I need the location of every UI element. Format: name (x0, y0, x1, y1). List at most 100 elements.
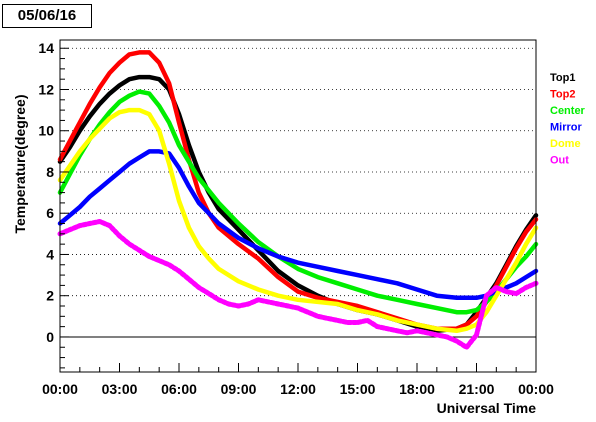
x-axis-label: Universal Time (437, 400, 537, 416)
data-point-out (335, 318, 340, 323)
y-tick-label: 2 (46, 288, 54, 304)
data-point-out (434, 332, 440, 338)
data-point-dome (435, 327, 439, 331)
data-point-center (68, 172, 72, 176)
data-point-top2 (197, 190, 201, 195)
data-point-out (117, 233, 122, 239)
data-point-out (513, 291, 519, 296)
series-layer (57, 50, 539, 350)
data-point-dome (464, 327, 469, 331)
data-point-dome (256, 287, 260, 292)
data-point-top2 (514, 246, 518, 250)
data-point-center (236, 221, 241, 226)
data-point-mirror (236, 236, 241, 240)
data-point-center (415, 302, 419, 306)
data-point-out (147, 254, 152, 259)
data-point-center (455, 310, 459, 314)
data-point-dome (455, 329, 459, 333)
data-point-center (197, 176, 201, 180)
data-point-dome (167, 162, 171, 166)
legend-entry-top1: Top1 (550, 72, 575, 84)
y-tick-label: 10 (38, 123, 54, 139)
y-axis-label: Temperature(degree) (12, 94, 28, 233)
data-point-center (316, 275, 320, 279)
data-point-top2 (236, 242, 241, 246)
data-point-out (206, 291, 211, 296)
data-point-dome (296, 298, 300, 302)
data-point-out (305, 309, 311, 315)
data-point-top2 (147, 50, 151, 54)
data-point-top1 (147, 75, 151, 79)
data-point-dome (137, 108, 141, 112)
data-point-top2 (355, 304, 360, 308)
data-point-out (295, 305, 301, 311)
data-point-dome (187, 226, 191, 230)
data-point-mirror (276, 254, 280, 259)
data-point-out (494, 285, 499, 290)
y-tick-label: 6 (46, 205, 54, 221)
data-point-top2 (117, 61, 122, 65)
x-tick-label: 00:00 (42, 381, 78, 397)
data-point-dome (484, 310, 489, 314)
series-line-center (57, 89, 539, 315)
data-point-center (117, 100, 122, 104)
data-point-out (176, 268, 182, 274)
data-point-mirror (78, 205, 82, 209)
axis-ticks: 0 2 4 6 8 10 12 14 00:00 03:00 06:00 09:00 12:00 15:0… (38, 40, 554, 397)
data-point-out (464, 345, 469, 350)
data-point-out (325, 316, 330, 321)
x-tick-label: 00:00 (518, 381, 554, 397)
data-point-center (167, 120, 171, 125)
data-point-dome (117, 110, 122, 114)
data-point-top1 (78, 129, 82, 133)
data-point-center (107, 110, 112, 114)
data-point-mirror (107, 178, 112, 182)
data-point-out (67, 227, 73, 232)
data-point-out (236, 303, 241, 309)
data-point-mirror (504, 285, 508, 290)
data-point-mirror (177, 166, 181, 170)
data-point-center (177, 143, 181, 147)
data-point-out (97, 219, 102, 224)
data-point-out (87, 221, 92, 226)
data-point-dome (68, 164, 72, 168)
y-tick-label: 8 (46, 164, 54, 180)
data-point-dome (98, 127, 102, 131)
data-point-top1 (107, 92, 112, 96)
data-point-mirror (117, 170, 122, 174)
data-point-mirror (355, 273, 360, 277)
data-point-mirror (127, 162, 132, 166)
data-point-out (315, 314, 321, 319)
data-point-dome (157, 129, 161, 133)
data-point-out (394, 328, 400, 333)
data-point-out (375, 324, 380, 329)
data-point-out (107, 223, 112, 228)
data-point-out (275, 301, 281, 307)
data-point-mirror (415, 287, 419, 292)
data-point-top1 (117, 83, 122, 87)
data-point-top2 (98, 85, 102, 90)
data-point-top2 (316, 296, 320, 300)
data-point-mirror (207, 211, 211, 215)
data-point-out (127, 241, 132, 247)
data-point-top2 (78, 120, 82, 125)
data-point-dome (78, 149, 82, 153)
data-point-dome (355, 308, 360, 312)
data-point-dome (494, 294, 498, 298)
legend-entry-center: Center (550, 105, 586, 117)
data-point-mirror (474, 296, 479, 300)
data-point-top2 (464, 322, 469, 327)
data-point-center (187, 160, 191, 164)
data-point-center (464, 310, 469, 314)
x-tick-label: 15:00 (340, 381, 376, 397)
data-point-top1 (98, 102, 102, 106)
data-point-top2 (107, 71, 112, 75)
data-point-out (474, 332, 479, 338)
data-point-out (196, 285, 202, 290)
data-point-center (375, 294, 379, 298)
data-point-out (216, 297, 221, 303)
data-point-dome (316, 300, 320, 304)
data-point-center (355, 287, 360, 292)
data-point-dome (207, 256, 211, 261)
